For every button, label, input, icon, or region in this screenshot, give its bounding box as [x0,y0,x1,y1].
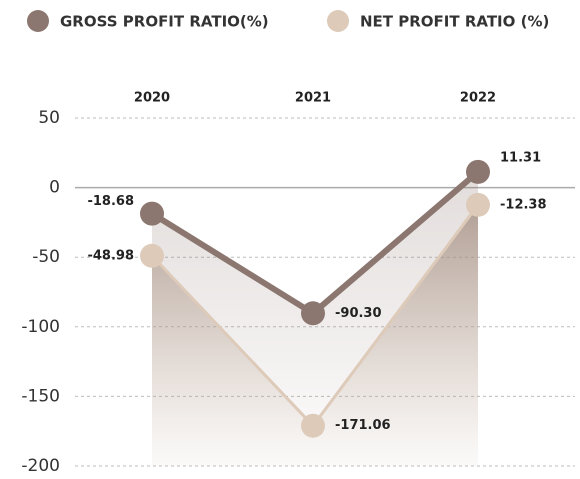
legend-label: NET PROFIT RATIO (%) [360,13,549,31]
x-category-label: 2021 [295,91,331,106]
data-point [301,413,325,438]
y-tick-label: 0 [49,178,60,198]
data-label: -12.38 [500,197,547,212]
data-point [301,301,325,326]
legend-marker [27,10,49,32]
data-label: -90.30 [335,306,382,321]
legend-marker [327,10,349,32]
data-point [466,192,490,217]
data-point [140,201,164,226]
y-tick-label: -200 [21,456,60,476]
x-category-label: 2022 [460,91,496,106]
y-tick-label: 50 [38,108,60,128]
data-label: 11.31 [500,150,541,165]
legend-label: GROSS PROFIT RATIO(%) [60,13,269,31]
data-point [466,159,490,184]
y-tick-label: -100 [21,317,60,337]
y-tick-label: -50 [32,247,60,267]
data-label: -18.68 [87,194,134,209]
x-category-label: 2020 [134,91,170,106]
y-tick-label: -150 [21,386,60,406]
data-label: -171.06 [335,418,391,433]
data-point [140,243,164,268]
data-label: -48.98 [87,248,134,263]
